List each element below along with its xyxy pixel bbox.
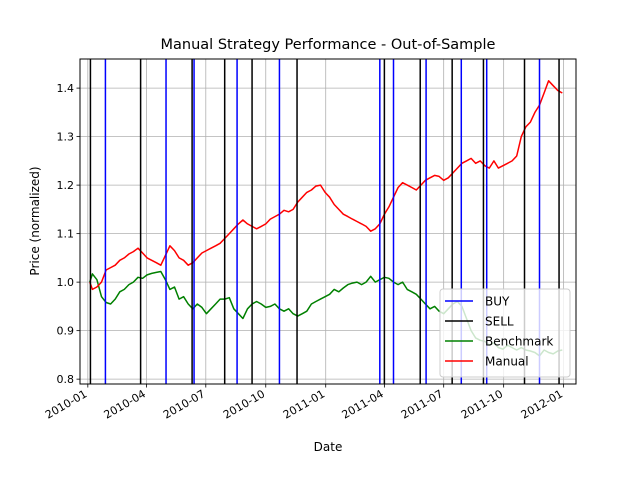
legend: BUY SELL Benchmark Manual — [439, 288, 571, 378]
y-tick-label: 1.2 — [57, 179, 75, 192]
legend-label: Manual — [485, 355, 529, 369]
y-tick-label: 1.0 — [57, 276, 75, 289]
y-tick-label: 0.9 — [57, 325, 75, 338]
x-axis-label: Date — [314, 440, 343, 454]
legend-label: BUY — [485, 295, 510, 309]
y-tick-label: 1.1 — [57, 228, 75, 241]
axes-frame — [79, 58, 577, 385]
chart-title: Manual Strategy Performance - Out-of-Sam… — [161, 37, 496, 53]
legend-label: Benchmark — [485, 335, 553, 349]
y-axis-label: Price (normalized) — [28, 166, 42, 275]
y-tick-label: 1.3 — [57, 131, 75, 144]
y-tick-label: 0.8 — [57, 373, 75, 386]
y-tick-label: 1.4 — [57, 82, 75, 95]
legend-box — [439, 288, 571, 378]
legend-label: SELL — [485, 315, 514, 329]
